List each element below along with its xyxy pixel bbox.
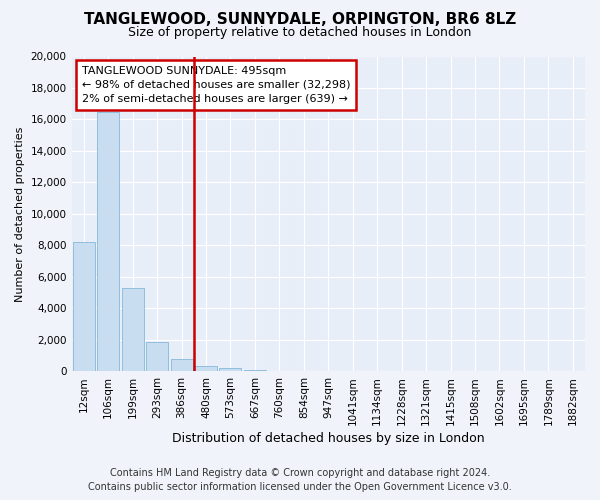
Y-axis label: Number of detached properties: Number of detached properties [15, 126, 25, 302]
Bar [220, 368, 241, 372]
Bar [244, 370, 266, 372]
Text: TANGLEWOOD, SUNNYDALE, ORPINGTON, BR6 8LZ: TANGLEWOOD, SUNNYDALE, ORPINGTON, BR6 8L… [84, 12, 516, 28]
Bar [195, 366, 217, 372]
Bar [170, 359, 193, 372]
Bar [122, 288, 143, 372]
Text: Contains HM Land Registry data © Crown copyright and database right 2024.
Contai: Contains HM Land Registry data © Crown c… [88, 468, 512, 492]
Text: Size of property relative to detached houses in London: Size of property relative to detached ho… [128, 26, 472, 39]
Bar [73, 242, 95, 372]
Text: TANGLEWOOD SUNNYDALE: 495sqm
← 98% of detached houses are smaller (32,298)
2% of: TANGLEWOOD SUNNYDALE: 495sqm ← 98% of de… [82, 66, 350, 104]
Bar [146, 342, 168, 372]
X-axis label: Distribution of detached houses by size in London: Distribution of detached houses by size … [172, 432, 485, 445]
Bar [97, 112, 119, 372]
